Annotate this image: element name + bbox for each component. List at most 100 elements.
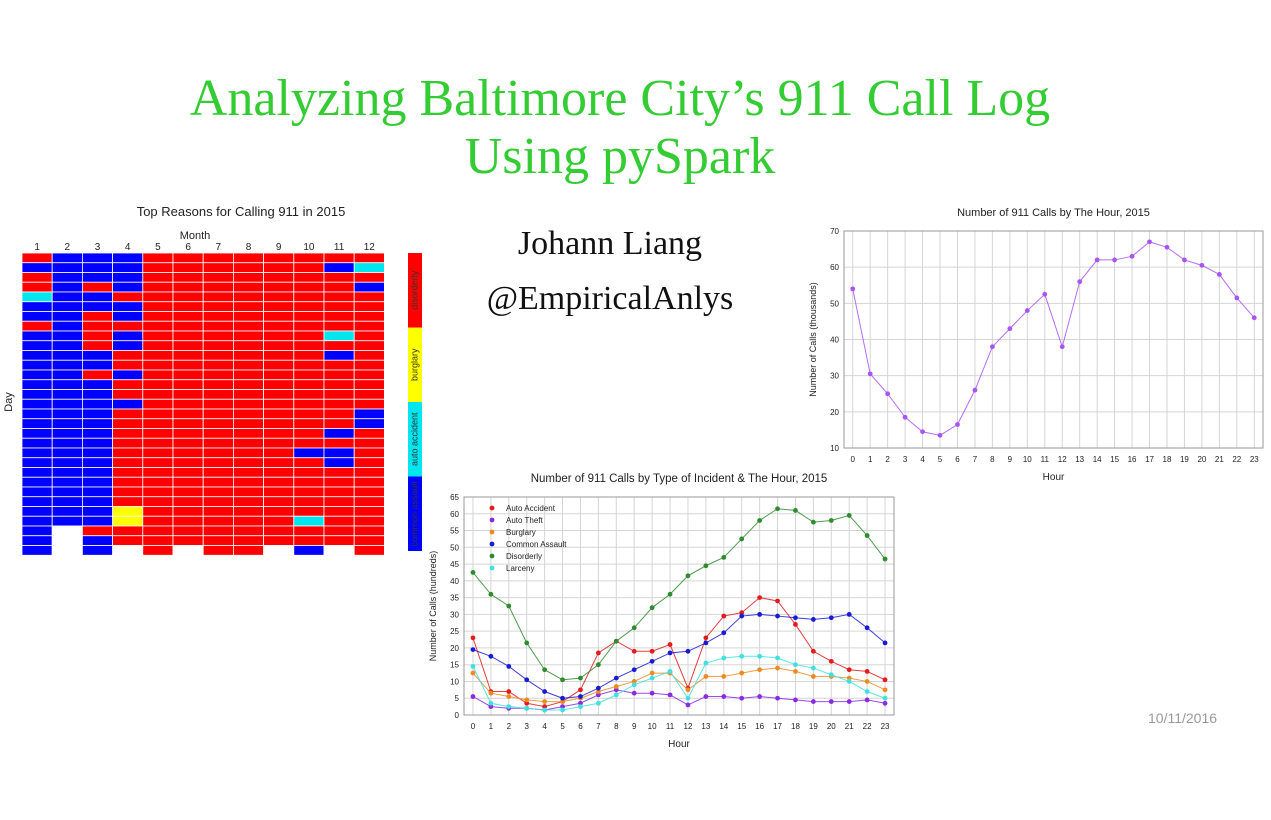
heatmap-x-axis-label: Month xyxy=(180,230,211,242)
heatmap-month-tick: 8 xyxy=(246,242,252,253)
heatmap-cell xyxy=(232,515,264,527)
heatmap-cell xyxy=(172,457,204,468)
heatmap-cell xyxy=(21,408,53,420)
type-chart-data-point xyxy=(667,642,673,647)
type-chart-x-tick: 19 xyxy=(809,722,818,731)
heatmap-cell xyxy=(172,515,204,527)
type-chart-y-tick: 40 xyxy=(450,577,459,586)
type-chart-data-point xyxy=(775,655,780,661)
heatmap-cell xyxy=(323,428,355,439)
heatmap-month-tick: 5 xyxy=(155,242,161,253)
heatmap-cell xyxy=(353,272,385,283)
heatmap-cell xyxy=(353,408,385,420)
heatmap-cell xyxy=(263,311,295,322)
heatmap-cell xyxy=(232,506,264,517)
type-chart-data-point xyxy=(721,674,727,679)
heatmap-cell xyxy=(353,359,385,371)
hour-chart-title: Number of 911 Calls by The Hour, 2015 xyxy=(957,207,1150,219)
heatmap-cell xyxy=(172,301,204,312)
type-chart-data-point xyxy=(721,613,727,619)
hour-chart-x-tick: 19 xyxy=(1180,455,1189,464)
heatmap-cell xyxy=(51,447,83,459)
type-chart-data-point xyxy=(685,648,691,654)
heatmap-cell xyxy=(82,301,114,312)
type-chart-x-tick: 8 xyxy=(614,722,619,731)
heatmap-cell xyxy=(293,398,325,410)
hour-chart-x-tick: 12 xyxy=(1058,455,1067,464)
heatmap-cell xyxy=(353,398,385,410)
type-chart-data-point xyxy=(739,653,745,659)
hour-chart-x-tick: 14 xyxy=(1093,455,1102,464)
heatmap-cell xyxy=(82,496,114,507)
heatmap-cell xyxy=(172,320,204,332)
heatmap-cell xyxy=(323,281,355,293)
heatmap-cell xyxy=(21,398,53,410)
hour-chart-x-tick: 20 xyxy=(1197,455,1206,464)
heatmap-cell xyxy=(112,320,144,332)
hour-chart-y-axis-label: Number of Calls (thousands) xyxy=(808,282,818,397)
heatmap-cell xyxy=(142,389,174,400)
heatmap-cell xyxy=(112,330,144,342)
heatmap-cell xyxy=(263,428,295,439)
heatmap-cell xyxy=(112,359,144,371)
type-chart-data-point xyxy=(470,647,476,652)
type-chart-series-line xyxy=(472,689,886,711)
type-chart-data-point xyxy=(631,667,637,673)
heatmap-cell xyxy=(202,311,234,322)
heatmap-cell xyxy=(353,262,385,273)
hour-chart-data-point xyxy=(937,432,943,438)
type-chart-data-point xyxy=(470,694,476,699)
hour-chart-x-tick: 18 xyxy=(1163,455,1172,464)
heatmap-cell xyxy=(172,369,204,381)
type-chart-legend-marker xyxy=(489,529,495,535)
hour-chart-x-tick: 6 xyxy=(955,455,960,464)
heatmap-cell xyxy=(82,545,114,556)
heatmap-cell xyxy=(112,291,144,303)
heatmap-cell xyxy=(51,457,83,468)
heatmap-cell xyxy=(112,496,144,507)
heatmap-cell xyxy=(51,476,83,488)
heatmap-cell xyxy=(172,359,204,371)
heatmap-cell xyxy=(323,359,355,371)
type-chart-data-point xyxy=(739,536,745,542)
heatmap-cell xyxy=(263,496,295,507)
heatmap-cell xyxy=(172,281,204,293)
heatmap-cell xyxy=(112,369,144,381)
heatmap-month-tick: 4 xyxy=(125,242,131,253)
heatmap-cell xyxy=(323,525,355,537)
heatmap-cell xyxy=(293,281,325,293)
hour-chart-data-point xyxy=(1007,326,1013,332)
heatmap-cell xyxy=(172,272,204,283)
heatmap-legend-swatch xyxy=(408,402,422,477)
heatmap-cell xyxy=(323,515,355,527)
heatmap-cell xyxy=(293,467,325,478)
heatmap-cell xyxy=(263,340,295,351)
hour-chart-data-point xyxy=(1234,295,1240,301)
type-chart-data-point xyxy=(739,613,745,619)
heatmap-cell xyxy=(82,350,114,361)
heatmap-cell xyxy=(82,359,114,371)
heatmap-cell xyxy=(172,447,204,459)
type-chart-data-point xyxy=(488,700,494,706)
heatmap-cell xyxy=(263,350,295,361)
type-chart-data-point xyxy=(685,695,691,701)
heatmap-cell xyxy=(172,418,204,429)
heatmap-cell xyxy=(353,496,385,507)
type-chart-data-point xyxy=(649,690,655,696)
heatmap-cell xyxy=(51,311,83,322)
type-chart-data-point xyxy=(542,689,548,694)
heatmap-cell xyxy=(353,281,385,293)
heatmap-cell xyxy=(21,476,53,488)
heatmap-cell xyxy=(323,486,355,498)
heatmap-cell xyxy=(112,262,144,273)
type-chart-data-point xyxy=(775,506,780,512)
heatmap-cell xyxy=(353,545,385,556)
heatmap-cell xyxy=(353,311,385,322)
type-chart-data-point xyxy=(524,677,530,683)
type-chart-data-point xyxy=(613,675,619,681)
heatmap-cell xyxy=(82,311,114,322)
heatmap-cell xyxy=(142,408,174,420)
type-chart-data-point xyxy=(882,687,888,693)
type-chart-series-line xyxy=(472,655,886,711)
heatmap-cell xyxy=(172,486,204,498)
